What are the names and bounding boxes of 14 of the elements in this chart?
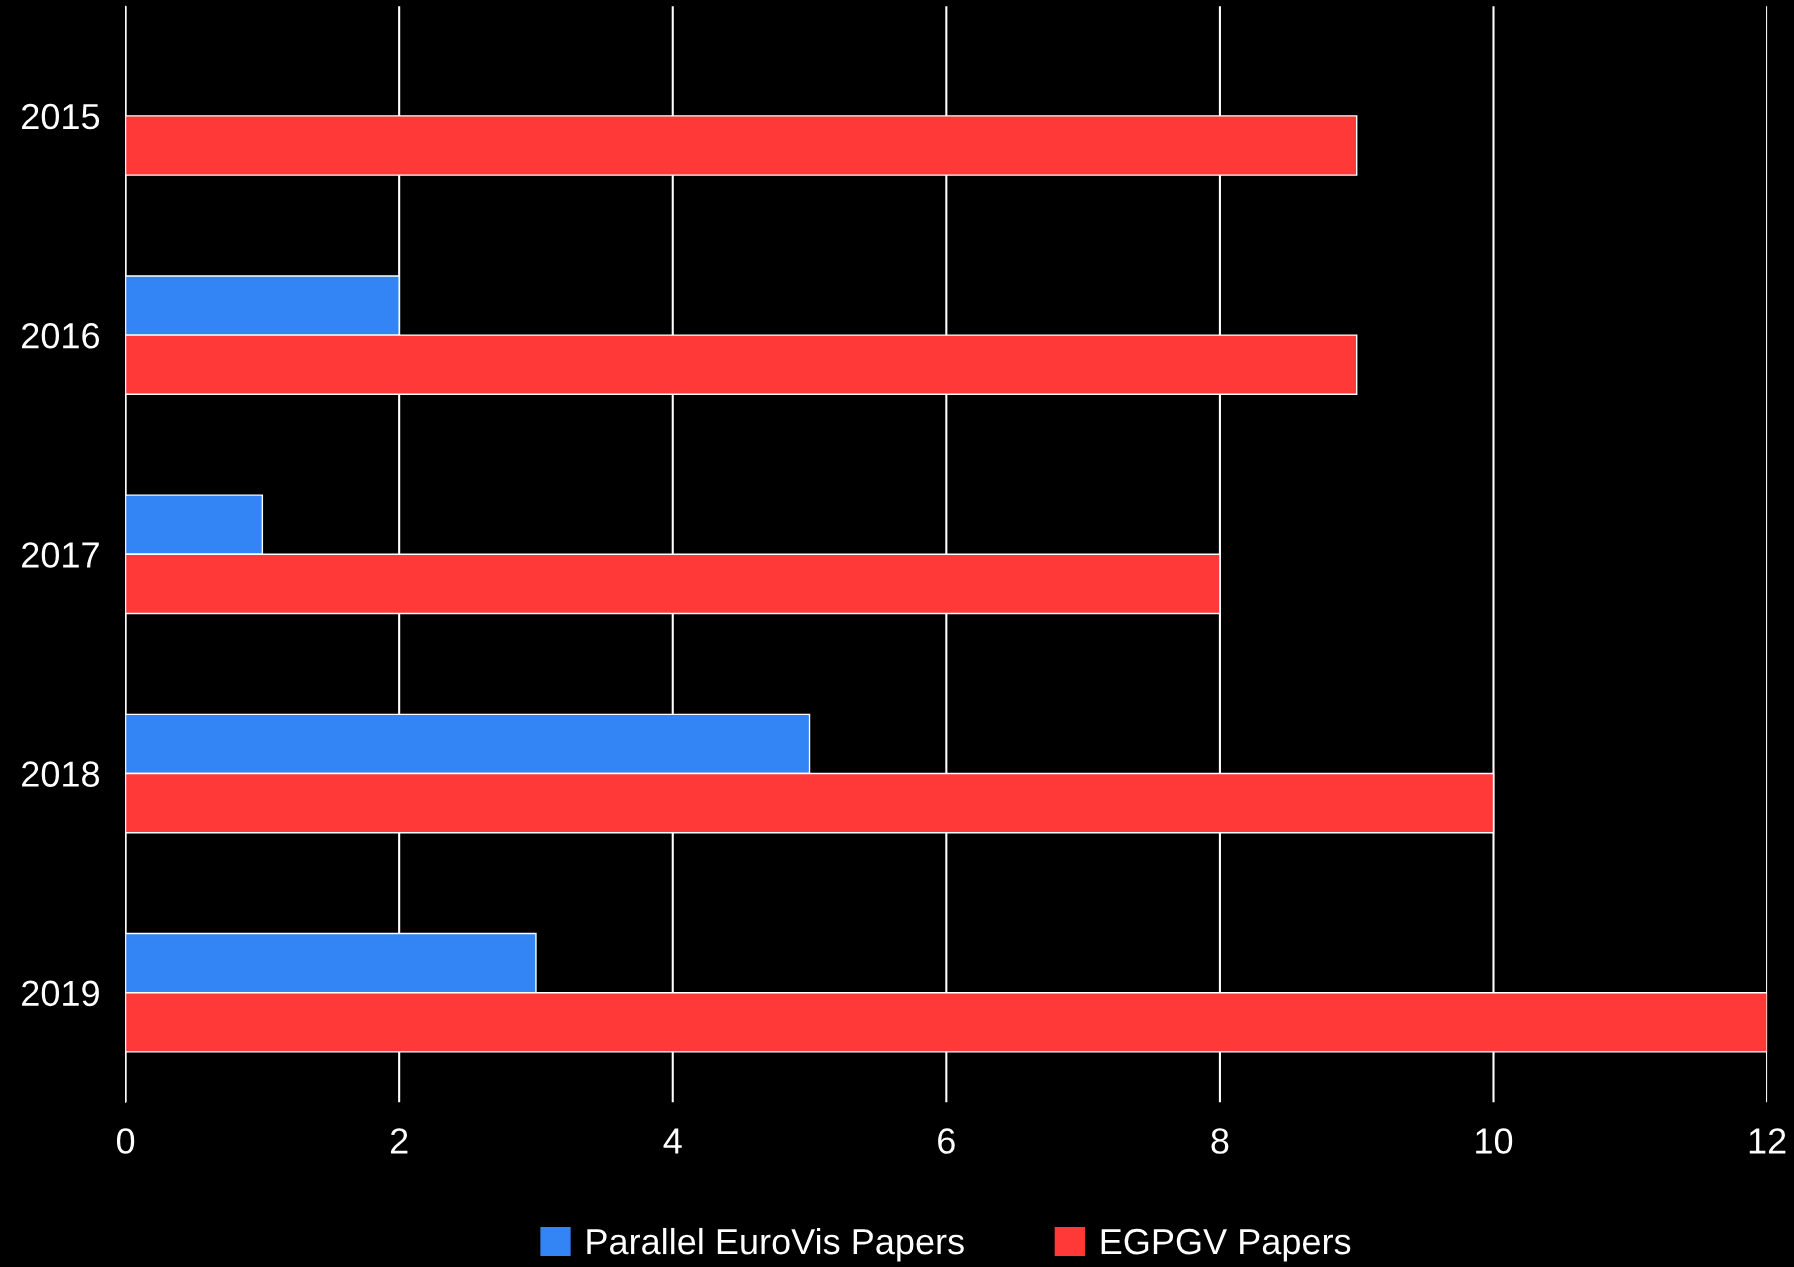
x-tick-label: 0 [116, 1128, 135, 1154]
y-tick-label: 2015 [22, 103, 100, 130]
legend-label: EGPGV Papers [1101, 1228, 1351, 1262]
y-tick-label: 2017 [22, 542, 99, 568]
y-tick-label: 2019 [22, 980, 99, 1007]
x-tick-label: 10 [1476, 1128, 1513, 1154]
x-tick-label: 6 [938, 1128, 955, 1154]
y-tick-label: 2016 [22, 322, 99, 349]
x-tick-label: 4 [663, 1128, 682, 1154]
x-tick-label: 2 [390, 1128, 408, 1154]
x-tick-label: 8 [1211, 1128, 1229, 1154]
y-tick-label: 2018 [22, 761, 100, 787]
legend-label: Parallel EuroVis Papers [587, 1227, 964, 1262]
x-tick-label: 12 [1749, 1128, 1786, 1154]
